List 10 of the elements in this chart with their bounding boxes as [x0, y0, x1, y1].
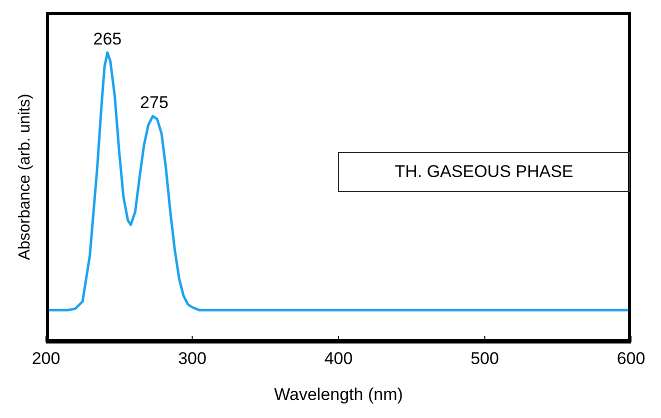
x-tick-label: 200 [32, 349, 60, 368]
annotation: 275 [140, 93, 168, 112]
x-tick-label: 600 [616, 349, 646, 368]
annotation: TH. GASEOUS PHASE [338, 152, 630, 192]
y-axis-title: Absorbance (arb. units) [16, 94, 34, 260]
x-tick-label: 300 [178, 349, 206, 368]
x-axis-title: Wavelength (nm) [274, 385, 403, 404]
x-tick-label: 500 [470, 349, 499, 368]
x-tick-label: 400 [324, 349, 353, 368]
annotation: 265 [93, 30, 122, 49]
